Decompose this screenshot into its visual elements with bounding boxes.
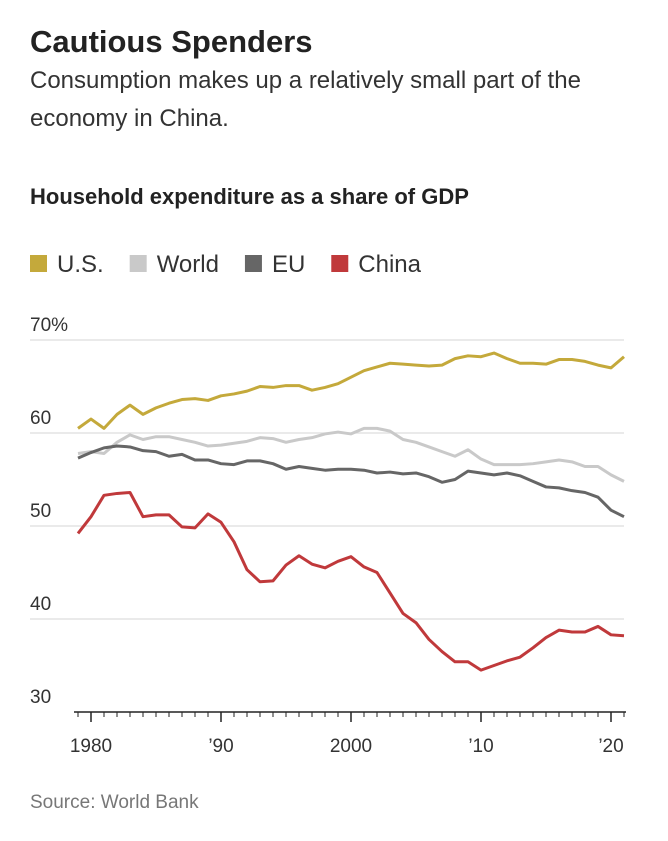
series-line xyxy=(77,351,625,430)
y-tick-label: 50 xyxy=(30,501,51,522)
series-line xyxy=(76,491,625,672)
x-tick-label: 2000 xyxy=(330,736,372,757)
x-tick-label: ’90 xyxy=(208,736,233,757)
x-tick-label: ’10 xyxy=(468,736,493,757)
y-tick-label: 70% xyxy=(30,315,68,336)
chart-title: Household expenditure as a share of GDP xyxy=(30,184,469,209)
subtitle: Consumption makes up a relatively small … xyxy=(30,67,581,132)
legend-label: World xyxy=(157,251,219,278)
legend-swatch xyxy=(30,255,47,272)
source: Source: World Bank xyxy=(30,792,199,813)
title: Cautious Spenders xyxy=(30,24,313,59)
y-tick-label: 60 xyxy=(30,408,51,429)
subtitle-box: Consumption makes up a relatively small … xyxy=(30,67,581,132)
legend-swatch xyxy=(244,255,262,272)
y-tick-label: 40 xyxy=(30,594,51,615)
legend-label: China xyxy=(358,251,421,278)
series-line xyxy=(77,444,625,519)
legend-label: U.S. xyxy=(57,251,104,278)
x-tick-label: ’20 xyxy=(598,736,623,757)
legend-label: EU xyxy=(272,251,305,278)
y-tick-label: 30 xyxy=(30,687,51,708)
legend-swatch xyxy=(129,255,147,272)
series-line xyxy=(77,426,625,483)
x-tick-label: 1980 xyxy=(70,736,112,757)
legend-swatch xyxy=(331,255,349,272)
